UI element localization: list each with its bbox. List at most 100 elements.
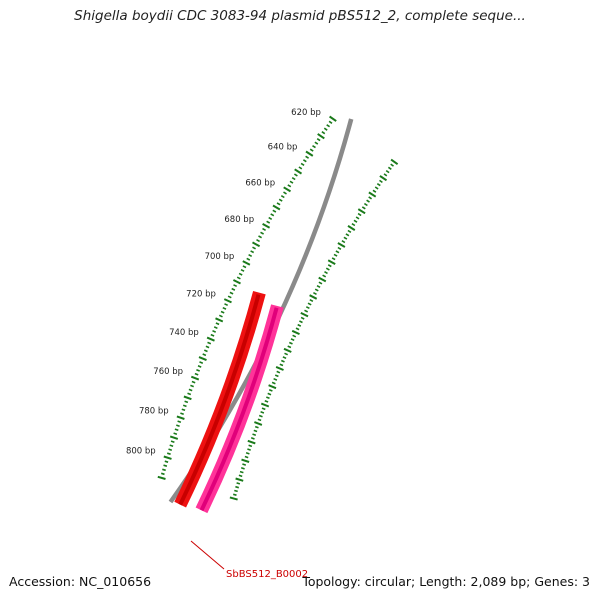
tick-label: 800 bp [126, 447, 156, 457]
inner-tick [205, 345, 210, 349]
outer-tick [235, 477, 244, 482]
outer-tick [300, 312, 309, 318]
inner-tick [202, 353, 207, 357]
outer-tick [325, 267, 330, 271]
outer-tick [347, 225, 356, 231]
inner-tick [300, 162, 305, 166]
inner-tick [268, 216, 273, 220]
inner-tick [213, 326, 218, 330]
outer-tick [309, 298, 314, 303]
outer-tick [307, 302, 312, 306]
inner-tick [188, 388, 193, 392]
outer-tick [374, 186, 379, 190]
inner-tick [163, 464, 168, 467]
outer-tick [299, 320, 303, 324]
inner-tick [314, 141, 319, 145]
inner-tick [162, 468, 166, 472]
inner-tick [168, 448, 173, 451]
inner-tick [224, 303, 229, 307]
outer-tick [291, 329, 300, 336]
gene-label[interactable]: SbBS512_B0002 [226, 569, 308, 580]
outer-tick [260, 411, 265, 414]
inner-tick [305, 150, 314, 157]
outer-tick [387, 166, 392, 170]
outer-tick [236, 482, 241, 485]
outer-tick [283, 347, 292, 353]
inner-tick [305, 155, 310, 159]
outer-tick [234, 489, 238, 493]
outer-tick [239, 470, 244, 474]
inner-tick [227, 295, 232, 299]
tick-label: 700 bp [205, 252, 235, 262]
tick-label: 740 bp [169, 328, 199, 338]
outer-tick [335, 250, 340, 254]
outer-tick [288, 341, 293, 345]
outer-tick [318, 281, 323, 285]
inner-tick [183, 395, 192, 401]
outer-tick [274, 374, 279, 378]
outer-tick [268, 384, 277, 390]
inner-tick [278, 198, 283, 202]
outer-tick [297, 323, 302, 327]
inner-tick [242, 265, 247, 269]
inner-tick [317, 133, 325, 140]
outer-tick [304, 309, 309, 313]
inner-tick [187, 392, 192, 396]
inner-tick [166, 452, 171, 455]
inner-tick [232, 279, 241, 285]
tick-label: 680 bp [224, 215, 254, 225]
outer-tick [337, 242, 346, 248]
inner-tick [174, 428, 179, 431]
inner-tick [266, 220, 271, 224]
outer-tick [366, 199, 370, 203]
inner-tick [287, 184, 292, 188]
outer-tick [309, 294, 318, 300]
inner-tick [163, 455, 172, 460]
inner-tick [206, 336, 215, 342]
inner-tick [229, 291, 234, 295]
outer-tick [260, 402, 270, 408]
outer-tick [368, 196, 373, 200]
outer-tick [379, 179, 383, 184]
inner-tick [252, 246, 256, 250]
inner-tick [231, 287, 236, 291]
outer-tick [295, 327, 300, 331]
inner-tick [280, 195, 285, 199]
inner-tick [256, 238, 260, 243]
outer-tick [266, 396, 270, 400]
outer-tick [363, 202, 368, 207]
inner-tick [309, 148, 314, 152]
outer-tick [313, 291, 317, 296]
inner-tick [194, 372, 199, 376]
inner-tick [236, 276, 241, 280]
accession-text: Accession: NC_010656 [9, 574, 152, 589]
inner-tick [199, 361, 204, 364]
inner-tick [160, 472, 165, 476]
inner-tick [321, 131, 326, 135]
inner-tick [177, 420, 182, 423]
inner-tick [212, 329, 217, 333]
inner-tick [262, 227, 266, 232]
outer-tick [341, 240, 346, 244]
outer-tick [292, 334, 297, 338]
outer-tick [333, 253, 338, 257]
outer-tick [290, 338, 295, 342]
inner-tick [184, 400, 189, 404]
inner-tick [210, 333, 215, 337]
gene-label-leader-line [190, 540, 225, 570]
outer-tick [379, 175, 388, 182]
outer-tick [244, 455, 249, 459]
tick-label: 620 bp [291, 108, 321, 118]
inner-tick [258, 235, 262, 239]
inner-tick [240, 268, 245, 272]
inner-tick [190, 384, 194, 388]
outer-tick [316, 284, 321, 289]
inner-tick [198, 356, 207, 362]
inner-tick [272, 204, 281, 211]
inner-tick [215, 322, 220, 326]
tick-label: 660 bp [245, 178, 275, 188]
inner-tick [215, 317, 224, 323]
inner-tick [323, 127, 328, 131]
inner-tick [170, 440, 175, 443]
